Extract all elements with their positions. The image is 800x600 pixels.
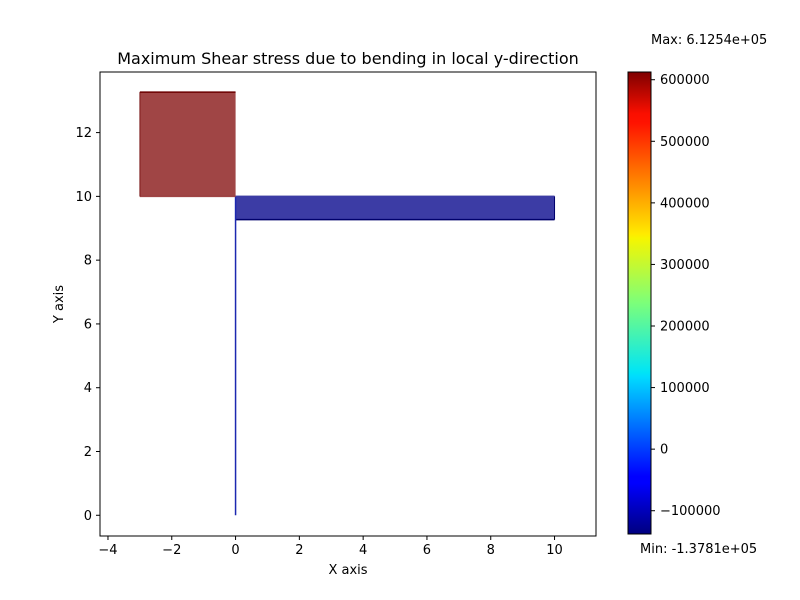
colorbar-tick-label: 400000 (660, 196, 710, 211)
x-tick-label: −2 (162, 543, 181, 558)
x-tick-label: 0 (231, 543, 239, 558)
y-tick-label: 6 (84, 317, 92, 332)
frame-members (139, 92, 556, 516)
y-tick-label: 12 (75, 126, 92, 141)
x-tick-label: 6 (423, 543, 431, 558)
colorbar-min-label: Min: -1.3781e+05 (640, 542, 758, 557)
colorbar-gradient (627, 71, 652, 535)
stress-diagram-polygon (235, 196, 555, 220)
plot-area: −4 −2 0 2 4 6 8 10 0 2 4 6 8 10 12 Maximum Shear stre… (52, 49, 597, 578)
y-tick-label: 4 (84, 381, 92, 396)
chart-title: Maximum Shear stress due to bending in l… (117, 49, 579, 68)
y-tick-label: 10 (75, 190, 92, 205)
x-axis-label: X axis (328, 563, 367, 578)
colorbar-tick-label: 500000 (660, 135, 710, 150)
colorbar-tick-label: 100000 (660, 381, 710, 396)
x-tick-label: 8 (487, 543, 495, 558)
x-tick-label: 2 (295, 543, 303, 558)
colorbar-tick-label: 200000 (660, 320, 710, 335)
stress-diagram-polygon (139, 92, 236, 197)
colorbar-tick-label: 0 (660, 443, 668, 458)
x-tick-label: 4 (359, 543, 367, 558)
y-tick-label: 8 (84, 254, 92, 269)
axes-frame (99, 71, 597, 537)
y-tick-label: 0 (84, 509, 92, 524)
stress-diagram (139, 91, 555, 221)
x-tick-label: 10 (546, 543, 563, 558)
colorbar-tick-label: −100000 (660, 504, 721, 519)
y-tick-label: 2 (84, 445, 92, 460)
x-tick-label: −4 (98, 543, 117, 558)
colorbar-max-label: Max: 6.1254e+05 (651, 33, 768, 48)
y-axis-label: Y axis (52, 285, 67, 324)
x-ticks: −4 −2 0 2 4 6 8 10 (98, 536, 563, 558)
colorbar: −100000 0 100000 200000 300000 400000 500000 60… (627, 71, 721, 535)
colorbar-tick-label: 600000 (660, 73, 710, 88)
colorbar-tick-label: 300000 (660, 258, 710, 273)
y-ticks: 0 2 4 6 8 10 12 (75, 126, 100, 524)
colorbar-ticks: −100000 0 100000 200000 300000 400000 500000 60… (651, 73, 721, 519)
